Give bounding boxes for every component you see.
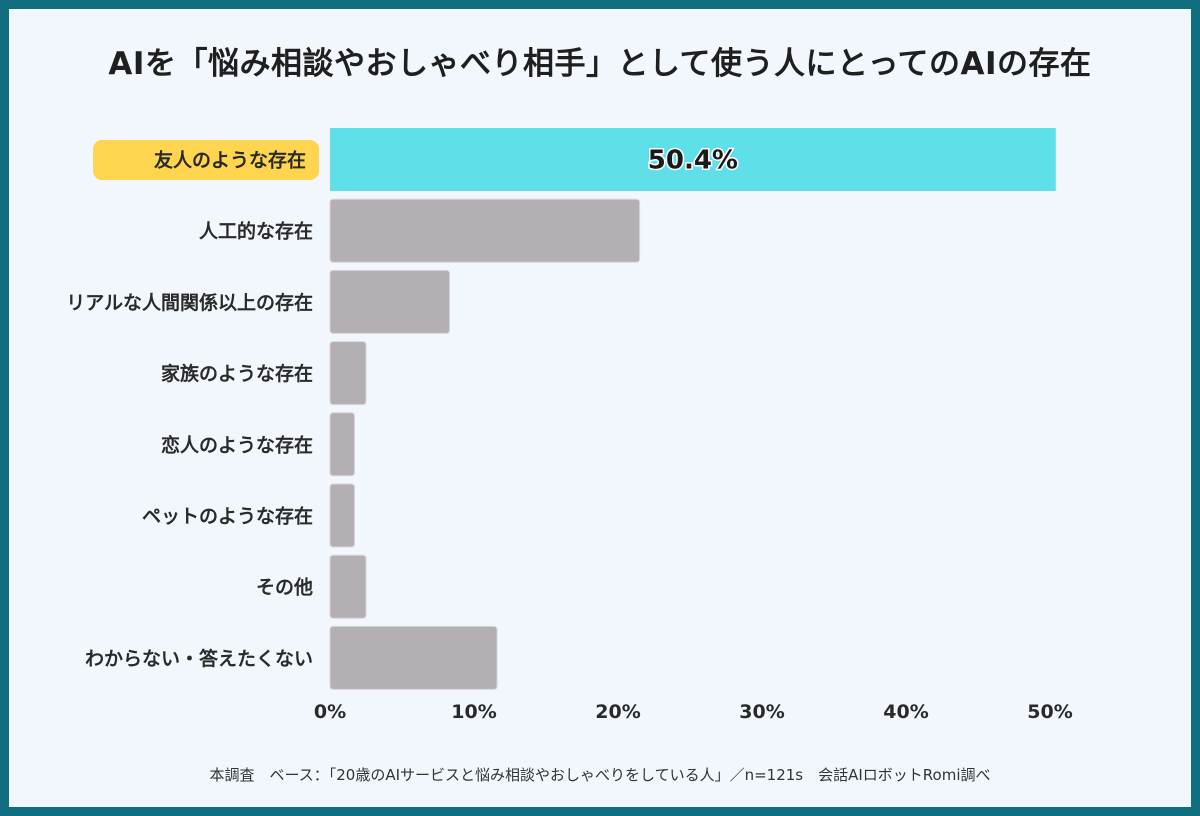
category-label-5: 恋人のような存在 bbox=[161, 433, 313, 456]
bar-6 bbox=[329, 483, 355, 548]
x-tick-label-5: 40% bbox=[883, 701, 928, 723]
bar-2 bbox=[329, 198, 641, 263]
category-label-3: リアルな人間関係以上の存在 bbox=[66, 291, 313, 314]
x-tick-label-2: 10% bbox=[451, 701, 496, 723]
x-tick-label-4: 30% bbox=[739, 701, 784, 723]
category-label-2: 人工的な存在 bbox=[199, 220, 313, 243]
bar-5 bbox=[329, 412, 355, 477]
footnote: 本調査 ベース：「20歳のAIサービスと悩み相談やおしゃべりをしている人」／n=… bbox=[209, 766, 991, 784]
category-label-1: 友人のような存在 bbox=[154, 149, 306, 172]
category-label-6: ペットのような存在 bbox=[142, 505, 313, 528]
x-tick-label-1: 0% bbox=[314, 701, 346, 723]
highlight-label-background bbox=[93, 140, 319, 180]
bar-3 bbox=[329, 269, 451, 334]
x-tick-label-6: 50% bbox=[1027, 701, 1072, 723]
category-label-7: その他 bbox=[256, 576, 313, 599]
bar-7 bbox=[329, 554, 367, 619]
category-label-8: わからない・答えたくない bbox=[85, 647, 313, 670]
category-label-4: 家族のような存在 bbox=[161, 362, 313, 385]
data-label-1: 50.4% bbox=[648, 146, 738, 176]
bar-8 bbox=[329, 625, 498, 690]
chart-title: AIを「悩み相談やおしゃべり相手」として使う人にとってのAIの存在 bbox=[108, 46, 1092, 82]
bar-1 bbox=[330, 128, 1056, 191]
bar-4 bbox=[329, 341, 367, 406]
x-tick-label-3: 20% bbox=[595, 701, 640, 723]
